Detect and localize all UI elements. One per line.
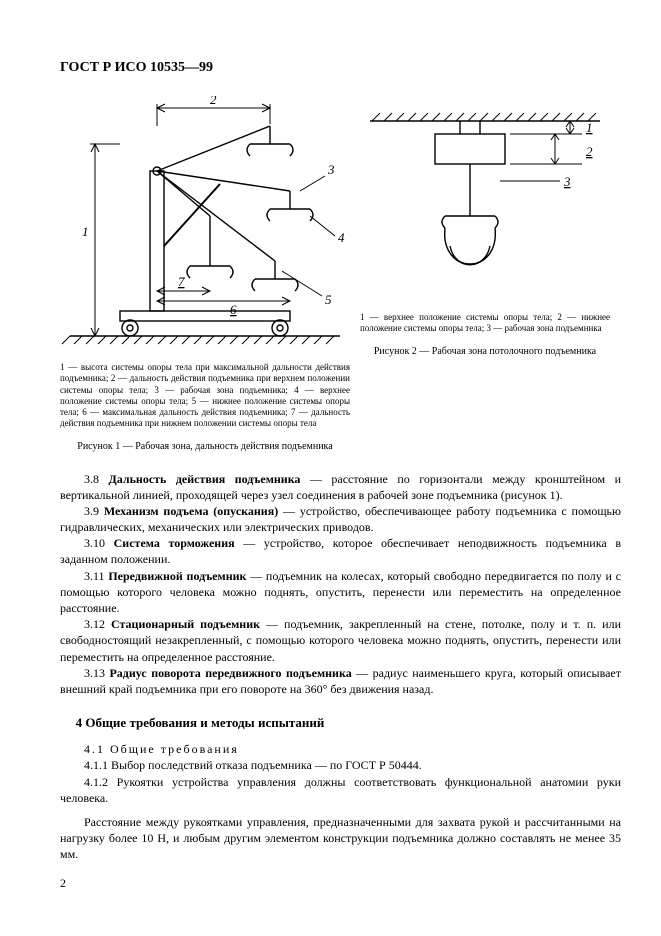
definitions-block: 3.8 Дальность действия подъемника — расс… [60, 471, 621, 698]
page-number: 2 [60, 876, 621, 891]
def-num: 3.8 [84, 472, 99, 486]
def-term: Стационарный подъемник [111, 617, 260, 631]
def-3-13: 3.13 Радиус поворота передвижного подъем… [60, 665, 621, 697]
def-3-11: 3.11 Передвижной подъемник — подъемник н… [60, 568, 621, 617]
def-num: 3.9 [84, 504, 99, 518]
def-num: 3.12 [84, 617, 105, 631]
def-num: 3.11 [84, 569, 105, 583]
section-4-body: 4.1 Общие требования 4.1.1 Выбор последс… [60, 741, 621, 862]
figures-row: 1 2 3 4 5 6 7 1 — высота системы опоры т… [60, 96, 621, 453]
fig1-label-7: 7 [178, 274, 185, 289]
para-distance: Расстояние между рукоятками управления, … [60, 814, 621, 863]
figure-1-legend: 1 — высота системы опоры тела при максим… [60, 362, 350, 430]
figure-1-container: 1 2 3 4 5 6 7 1 — высота системы опоры т… [60, 96, 350, 453]
fig1-label-6: 6 [230, 302, 237, 317]
def-term: Передвижной подъемник [108, 569, 246, 583]
figure-1-caption: Рисунок 1 — Рабочая зона, дальность дейс… [60, 440, 350, 453]
para-4-1-1: 4.1.1 Выбор последствий отказа подъемник… [60, 757, 621, 773]
def-3-8: 3.8 Дальность действия подъемника — расс… [60, 471, 621, 503]
figure-2-caption: Рисунок 2 — Рабочая зона потолочного под… [360, 345, 610, 358]
document-header: ГОСТ Р ИСО 10535—99 [60, 60, 621, 76]
def-3-9: 3.9 Механизм подъема (опускания) — устро… [60, 503, 621, 535]
def-3-10: 3.10 Система торможения — устройство, ко… [60, 535, 621, 567]
fig2-label-1: 1 [586, 120, 593, 135]
fig1-label-1: 1 [82, 224, 89, 239]
para-4-1-2: 4.1.2 Рукоятки устройства управления дол… [60, 774, 621, 806]
fig2-label-3: 3 [563, 174, 571, 189]
def-term: Дальность действия подъемника [108, 472, 300, 486]
section-4-title: 4 Общие требования и методы испытаний [60, 715, 621, 731]
figure-2-container: 1 2 3 1 — верхнее положение системы опор… [360, 96, 610, 358]
def-num: 3.10 [84, 536, 105, 550]
figure-1-svg: 1 2 3 4 5 6 7 [60, 96, 350, 356]
fig1-label-4: 4 [338, 230, 345, 245]
para-4-1: 4.1 Общие требования [60, 741, 621, 757]
def-num: 3.13 [84, 666, 105, 680]
def-3-12: 3.12 Стационарный подъемник — подъемник,… [60, 616, 621, 665]
fig1-label-2: 2 [210, 96, 217, 107]
fig1-label-3: 3 [327, 162, 335, 177]
def-term: Радиус поворота передвижного подъемника [109, 666, 351, 680]
fig1-label-5: 5 [325, 292, 332, 307]
fig2-label-2: 2 [586, 144, 593, 159]
figure-2-legend: 1 — верхнее положение системы опоры тела… [360, 312, 610, 335]
def-term: Система торможения [114, 536, 235, 550]
def-term: Механизм подъема (опускания) [104, 504, 278, 518]
figure-2-svg: 1 2 3 [360, 96, 610, 306]
